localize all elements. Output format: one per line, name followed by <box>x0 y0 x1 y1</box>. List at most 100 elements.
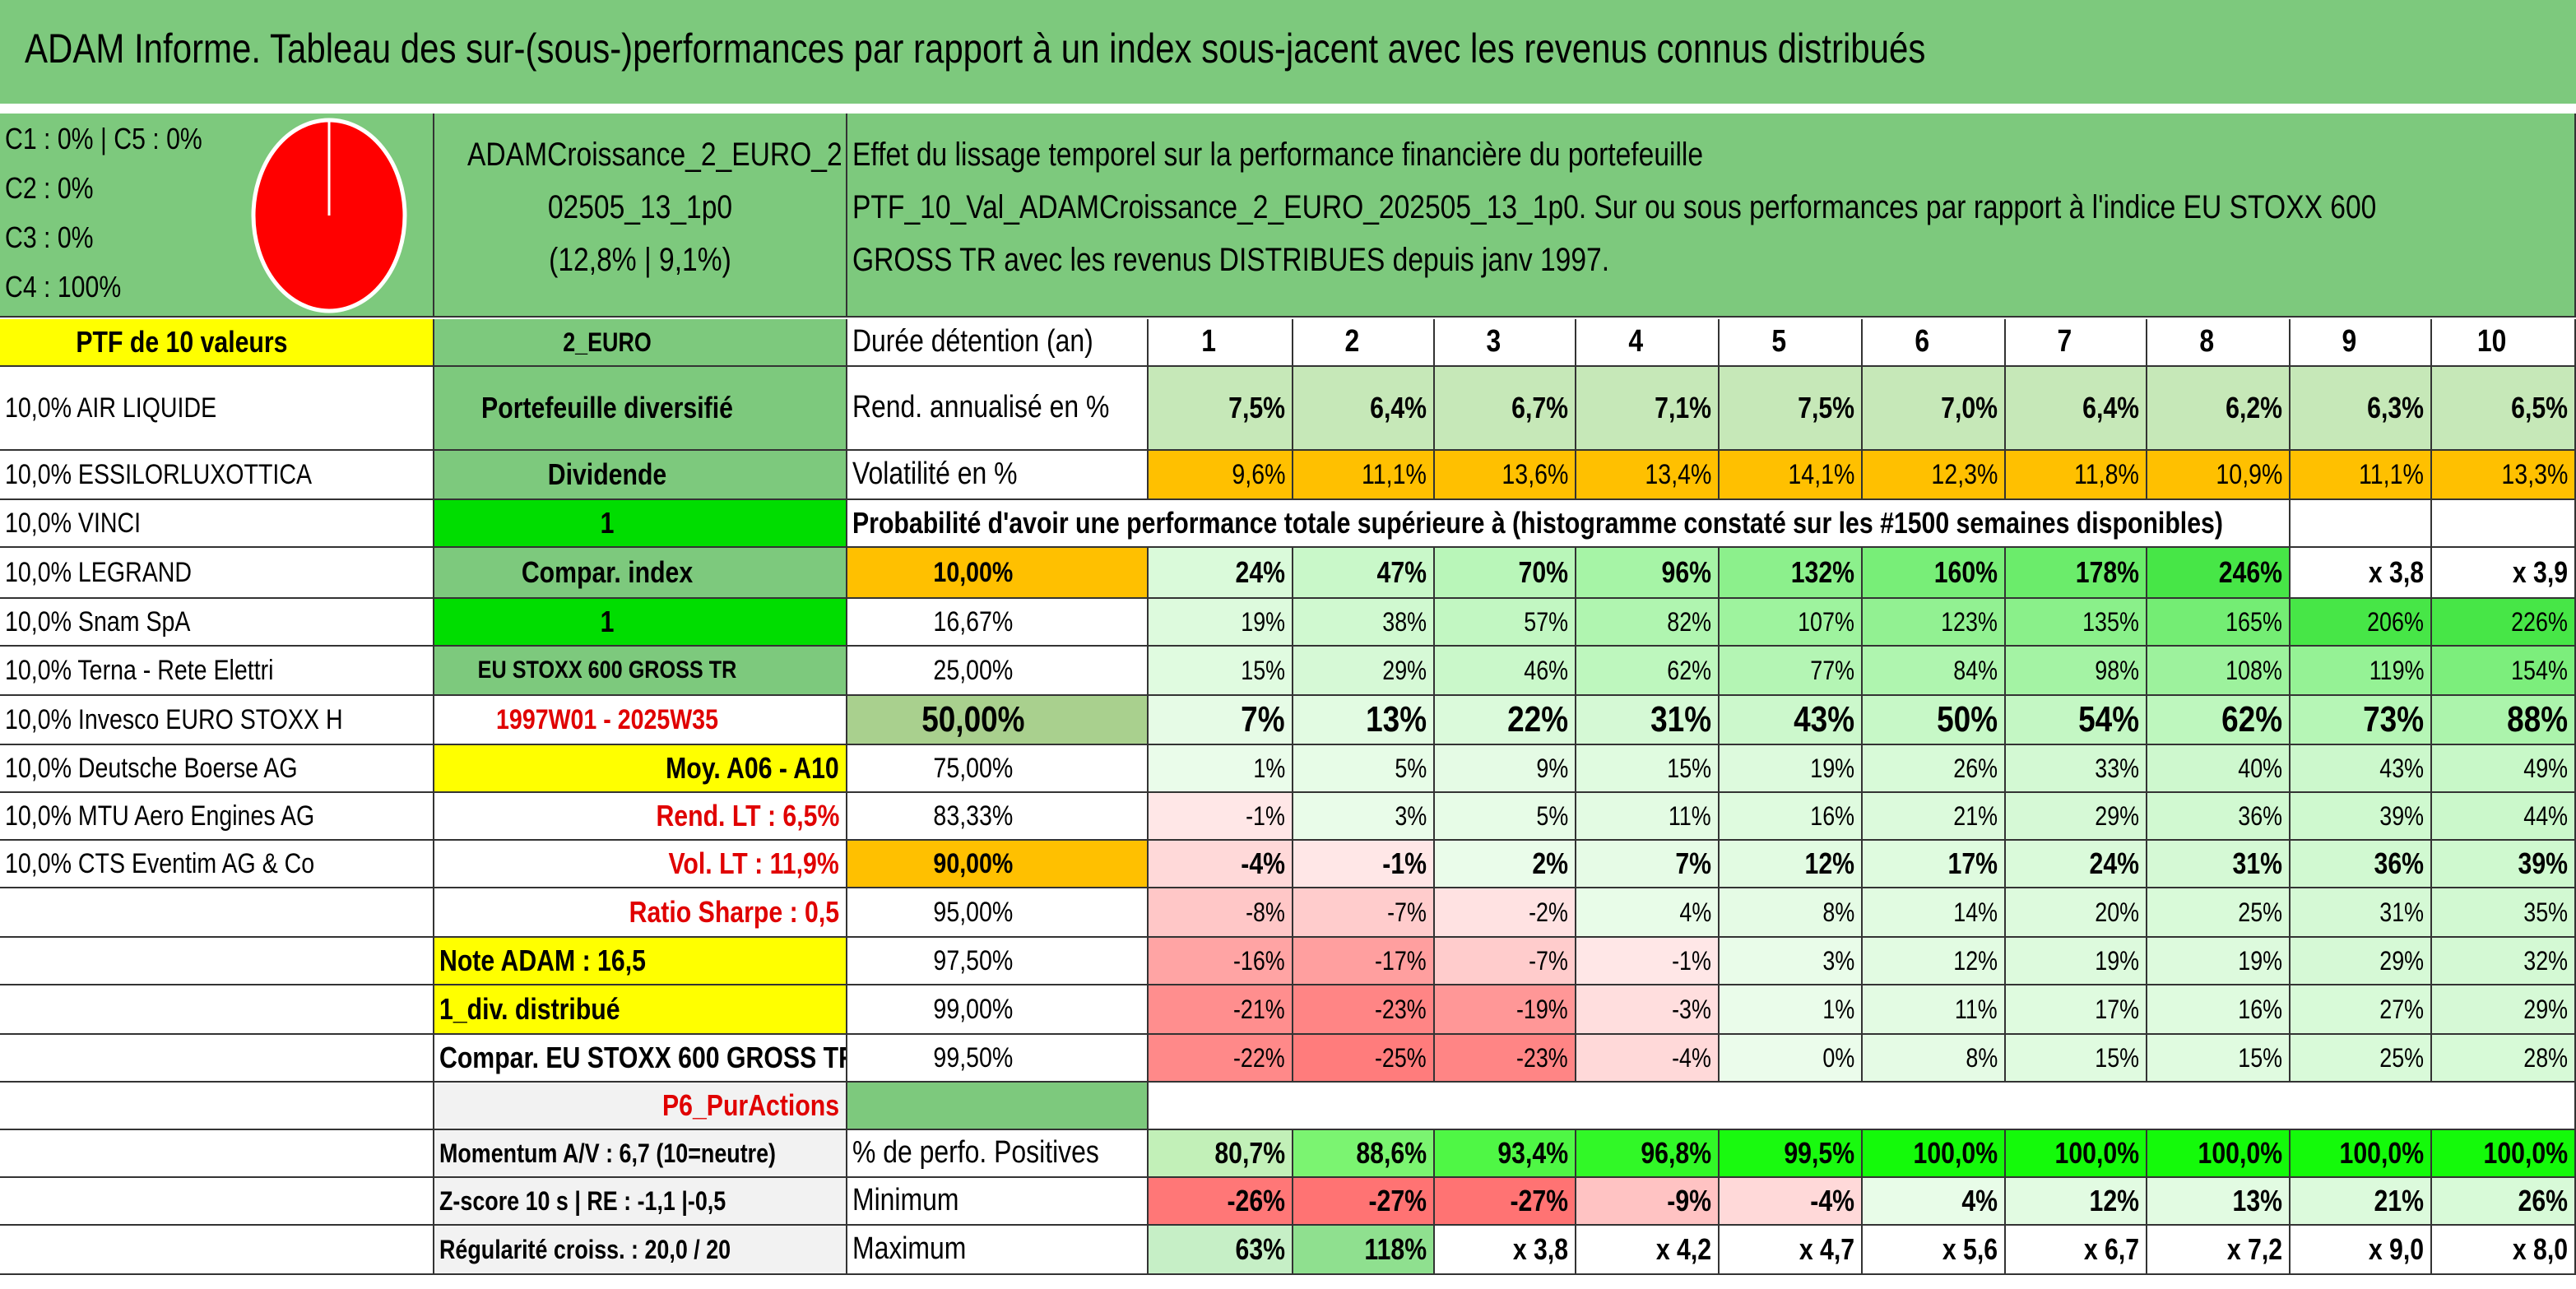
vol-value: 13,6% <box>1502 458 1568 490</box>
rend-cell: 7,0% <box>1863 367 2006 451</box>
row-label-cell: % de perfo. Positives <box>847 1130 1149 1178</box>
prob-value-cell: 5% <box>1293 745 1435 793</box>
min-cell: -27% <box>1435 1178 1576 1226</box>
max-cell: x 5,6 <box>1863 1226 2006 1275</box>
prob-value-cell: 16% <box>1720 793 1863 841</box>
info-cell: Note ADAM : 16,5 <box>434 938 847 985</box>
prob-value-cell: 11% <box>1863 985 2006 1035</box>
prob-value: 9% <box>1536 753 1568 783</box>
prob-value-cell: -1% <box>1293 841 1435 888</box>
prob-value: 123% <box>1941 606 1998 637</box>
prob-value-cell: 3% <box>1720 938 1863 985</box>
info-text: EU STOXX 600 GROSS TR <box>477 656 737 684</box>
prob-value-cell: 206% <box>2291 599 2432 647</box>
prob-threshold: 90,00% <box>933 847 1014 879</box>
max-value: x 3,8 <box>1512 1232 1568 1267</box>
max-cell: x 3,8 <box>1435 1226 1576 1275</box>
holding-name: 10,0% MTU Aero Engines AG <box>5 800 315 832</box>
prob-threshold: 75,00% <box>933 752 1014 784</box>
max-cell: 118% <box>1293 1226 1435 1275</box>
prob-value-cell: -4% <box>1149 841 1293 888</box>
prob-value: 40% <box>2238 753 2282 783</box>
info-cell: Ratio Sharpe : 0,5 <box>434 888 847 938</box>
rend-cell: 6,4% <box>1293 367 1435 451</box>
report-title: ADAM Informe. Tableau des sur-(sous-)per… <box>25 26 1926 72</box>
prob-value-cell: 13% <box>1293 696 1435 745</box>
prob-value-cell: x 3,8 <box>2291 548 2432 599</box>
prob-value: 70% <box>1518 555 1568 590</box>
min-cell: -27% <box>1293 1178 1435 1226</box>
prob-value-cell: 25% <box>2291 1035 2432 1083</box>
min-cell: -4% <box>1720 1178 1863 1226</box>
prob-value: 29% <box>2095 800 2139 831</box>
prob-value-cell: 15% <box>2006 1035 2147 1083</box>
prob-value-cell: 43% <box>2291 745 2432 793</box>
prob-value-cell: 31% <box>2291 888 2432 938</box>
prob-value-cell: 31% <box>1576 696 1720 745</box>
prob-value: 7% <box>1241 698 1285 740</box>
prob-value-cell: 98% <box>2006 647 2147 696</box>
year-header: 4 <box>1628 324 1644 359</box>
prob-value-cell: -17% <box>1293 938 1435 985</box>
prob-value: -22% <box>1233 1042 1285 1073</box>
prob-value: 5% <box>1536 800 1568 831</box>
vol-value: 13,4% <box>1645 458 1711 490</box>
pos-value: 100,0% <box>2339 1136 2424 1171</box>
pos-value: 100,0% <box>1913 1136 1998 1171</box>
prob-value-cell: 132% <box>1720 548 1863 599</box>
prob-value-cell: 24% <box>1149 548 1293 599</box>
prob-value-cell: -4% <box>1576 1035 1720 1083</box>
prob-value: 62% <box>1667 655 1711 685</box>
prob-value: 49% <box>2523 753 2568 783</box>
fund-name-line: (12,8% | 9,1%) <box>549 242 731 278</box>
prob-threshold-cell: 83,33% <box>847 793 1149 841</box>
prob-value: 11% <box>1955 994 1998 1024</box>
prob-value: -25% <box>1375 1042 1427 1073</box>
max-cell: x 9,0 <box>2291 1226 2432 1275</box>
vol-cell: 12,3% <box>1863 451 2006 500</box>
prob-value: 50% <box>1937 698 1998 740</box>
prob-value-cell: -25% <box>1293 1035 1435 1083</box>
vol-value: 12,3% <box>1931 458 1998 490</box>
prob-value-cell: 50% <box>1863 696 2006 745</box>
fund-name-line: 02505_13_1p0 <box>547 189 733 225</box>
prob-value-cell: 62% <box>2147 696 2291 745</box>
prob-value: 54% <box>2078 698 2139 740</box>
holding-row: 10,0% ESSILORLUXOTTICA <box>0 451 434 500</box>
prob-value: 24% <box>1235 555 1285 590</box>
row-label-cell: Minimum <box>847 1178 1149 1226</box>
vol-value: 11,1% <box>1362 458 1427 490</box>
min-value: -26% <box>1227 1184 1285 1218</box>
prob-value: 43% <box>2379 753 2424 783</box>
prob-value: 4% <box>1679 897 1711 927</box>
prob-value: -2% <box>1529 897 1568 927</box>
info-text: 1 <box>600 506 615 540</box>
prob-value-cell: 32% <box>2432 938 2576 985</box>
prob-value: 17% <box>1947 846 1998 881</box>
prob-value-cell: 4% <box>1576 888 1720 938</box>
prob-value-cell: 35% <box>2432 888 2576 938</box>
prob-value-cell: 1% <box>1720 985 1863 1035</box>
fund-name-panel: ADAMCroissance_2_EURO_2 02505_13_1p0 (12,8… <box>434 114 847 318</box>
pos-cell: 96,8% <box>1576 1130 1720 1178</box>
prob-value: 31% <box>2232 846 2282 881</box>
prob-value-cell: 43% <box>1720 696 1863 745</box>
prob-value: -21% <box>1233 994 1285 1024</box>
info-cell: 1 <box>434 599 847 647</box>
info-cell: Portefeuille diversifié <box>434 367 847 451</box>
info-text: 1 <box>600 605 615 639</box>
prob-value: 24% <box>2089 846 2139 881</box>
holding-row: 10,0% CTS Eventim AG & Co <box>0 841 434 888</box>
prob-value: 39% <box>2518 846 2568 881</box>
prob-value-cell: 226% <box>2432 599 2576 647</box>
prob-value-cell: 19% <box>2147 938 2291 985</box>
prob-value-cell: 19% <box>1149 599 1293 647</box>
rend-cell: 6,3% <box>2291 367 2432 451</box>
prob-value: 19% <box>1241 606 1285 637</box>
rend-cell: 6,5% <box>2432 367 2576 451</box>
prob-label-cell: Probabilité d'avoir une performance tota… <box>847 500 2291 548</box>
prob-value-cell: 8% <box>1863 1035 2006 1083</box>
rend-value: 6,2% <box>2226 391 2282 425</box>
prob-value-cell: 47% <box>1293 548 1435 599</box>
prob-value-cell: 96% <box>1576 548 1720 599</box>
